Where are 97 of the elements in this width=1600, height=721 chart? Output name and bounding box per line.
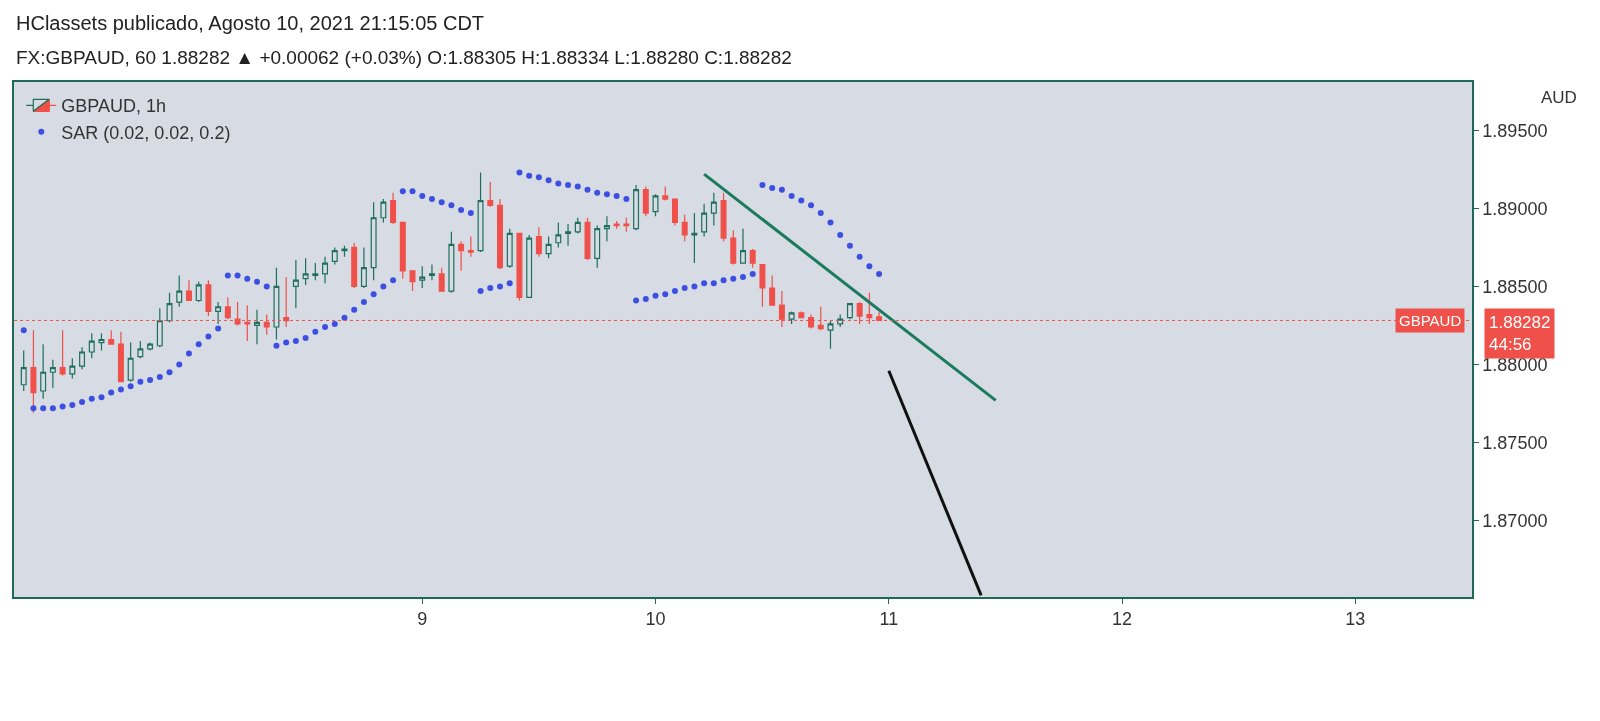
ref-line-label: GBPAUD bbox=[1399, 312, 1462, 329]
candlestick bbox=[720, 192, 727, 242]
candlestick bbox=[545, 235, 552, 259]
candlestick bbox=[671, 198, 678, 227]
candlestick bbox=[176, 274, 183, 308]
candlestick bbox=[555, 221, 562, 249]
y-tick-label: 1.89000 bbox=[1482, 198, 1548, 219]
y-tick-label: 1.88000 bbox=[1482, 354, 1548, 375]
candlestick bbox=[710, 192, 717, 227]
candlestick bbox=[302, 257, 309, 286]
candlestick bbox=[127, 342, 134, 383]
y-tick-label: 1.89500 bbox=[1482, 120, 1548, 141]
candlestick bbox=[117, 331, 124, 383]
candlestick bbox=[623, 217, 630, 233]
candlestick bbox=[769, 274, 776, 306]
candlestick bbox=[506, 228, 513, 269]
candlestick bbox=[185, 279, 192, 302]
x-tick-label: 11 bbox=[879, 609, 899, 630]
candlestick bbox=[526, 234, 533, 298]
candlestick bbox=[137, 340, 144, 359]
candlestick bbox=[487, 181, 494, 208]
candlestick bbox=[846, 303, 853, 320]
candlestick bbox=[642, 185, 649, 217]
candlestick bbox=[156, 307, 163, 348]
candlestick bbox=[59, 329, 66, 376]
candlestick bbox=[603, 215, 610, 242]
candlestick bbox=[497, 198, 503, 270]
candlestick bbox=[701, 203, 708, 238]
candlestick bbox=[370, 201, 377, 281]
candlestick bbox=[837, 313, 844, 328]
candlestick bbox=[108, 329, 115, 345]
candlestick bbox=[759, 263, 766, 308]
candlestick bbox=[409, 270, 416, 292]
candlestick bbox=[40, 343, 47, 400]
candlestick bbox=[730, 229, 737, 266]
x-tick-label: 12 bbox=[1112, 609, 1133, 630]
candlestick bbox=[467, 235, 474, 258]
candlestick bbox=[331, 246, 338, 266]
candlestick bbox=[428, 263, 435, 281]
candlestick bbox=[205, 279, 212, 317]
chart-subtitle: FX:GBPAUD, 60 1.88282 ▲ +0.00062 (+0.03%) O:1.88305 H:1.88334 L:1.88280 C:1.88282 bbox=[16, 47, 792, 68]
candlestick bbox=[749, 248, 756, 269]
candlestick bbox=[292, 259, 299, 309]
candlestick bbox=[166, 292, 173, 323]
candlestick bbox=[477, 171, 484, 253]
chart-title: HClassets publicado, Agosto 10, 2021 21:15:05 CDT bbox=[16, 12, 485, 34]
candlestick bbox=[360, 246, 367, 289]
candlestick bbox=[565, 223, 572, 247]
candlestick bbox=[584, 217, 591, 261]
candlestick bbox=[195, 281, 202, 303]
candlestick bbox=[224, 296, 231, 320]
candlestick bbox=[98, 332, 105, 352]
candlestick bbox=[788, 310, 795, 325]
candlestick bbox=[827, 320, 834, 350]
x-tick-label: 10 bbox=[645, 609, 666, 630]
candlestick bbox=[633, 184, 640, 231]
candlestick bbox=[312, 262, 319, 281]
candlestick bbox=[390, 192, 397, 225]
candlestick bbox=[594, 224, 601, 269]
candlestick bbox=[380, 198, 387, 224]
candlestick bbox=[399, 221, 406, 280]
candlestick bbox=[458, 240, 465, 272]
candlestick bbox=[20, 349, 27, 392]
y-axis-title: AUD bbox=[1541, 88, 1577, 107]
candlestick bbox=[419, 265, 426, 289]
candlestick bbox=[574, 217, 581, 234]
candlestick bbox=[215, 301, 222, 325]
candlestick bbox=[448, 231, 455, 294]
text: 1.88282 44:56 bbox=[1489, 313, 1551, 355]
legend-label: GBPAUD, 1h bbox=[61, 96, 167, 117]
candlestick bbox=[351, 242, 358, 289]
y-tick-label: 1.88500 bbox=[1482, 276, 1548, 297]
candlestick bbox=[691, 212, 698, 264]
candlestick bbox=[652, 193, 659, 217]
candlestick bbox=[516, 232, 523, 302]
x-tick-label: 9 bbox=[417, 609, 428, 630]
candlestick bbox=[79, 346, 86, 370]
candlestick bbox=[30, 329, 37, 414]
candlestick bbox=[147, 342, 154, 352]
candlestick bbox=[88, 332, 95, 359]
candlestick bbox=[798, 310, 805, 319]
candlestick bbox=[69, 357, 76, 380]
candlestick bbox=[740, 228, 746, 264]
candlestick bbox=[273, 267, 280, 341]
y-tick-label: 1.87500 bbox=[1482, 432, 1548, 453]
candlestick bbox=[341, 245, 348, 258]
x-tick-label: 13 bbox=[1345, 609, 1366, 630]
candlestick bbox=[438, 267, 445, 292]
candlestick bbox=[662, 185, 669, 202]
candlestick bbox=[254, 309, 260, 345]
candlestick bbox=[613, 220, 620, 230]
candlestick bbox=[49, 359, 56, 389]
candlestick bbox=[535, 226, 542, 258]
candlestick bbox=[322, 256, 329, 284]
legend-label: SAR (0.02, 0.02, 0.2) bbox=[61, 122, 231, 143]
y-tick-label: 1.87000 bbox=[1482, 510, 1548, 531]
candlestick bbox=[681, 214, 688, 242]
